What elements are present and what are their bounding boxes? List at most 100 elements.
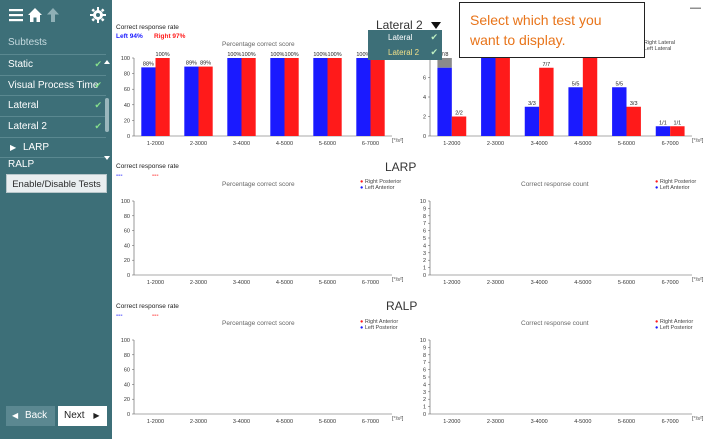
- y-tick-label: 8: [423, 353, 426, 359]
- left-rate: Left 94%: [116, 33, 143, 40]
- x-tick-label: 1-2000: [147, 141, 164, 147]
- bar: [141, 67, 156, 136]
- y-tick-label: 60: [124, 368, 130, 374]
- y-tick-label: 40: [124, 103, 130, 109]
- bar: [568, 87, 583, 136]
- y-tick-label: 0: [127, 134, 130, 140]
- scroll-arrows-icon: [104, 60, 110, 160]
- y-tick-label: 0: [423, 134, 426, 140]
- x-tick-label: 5-6000: [618, 419, 635, 425]
- data-label: 5/5: [572, 81, 580, 87]
- bar: [495, 58, 510, 136]
- arrow-up-icon[interactable]: [44, 6, 62, 24]
- bar: [313, 58, 328, 136]
- left-rate: ---: [116, 312, 123, 319]
- y-tick-label: 1: [423, 266, 426, 272]
- sidebar-item-ralp[interactable]: RALP: [0, 157, 106, 171]
- legend-left: ● Left Posterior: [655, 325, 693, 331]
- bar: [227, 58, 242, 136]
- section-title: LARP: [385, 160, 417, 174]
- data-label: 89%: [186, 61, 197, 67]
- sidebar-item-lateral-2[interactable]: Lateral 2 ✔: [0, 116, 106, 135]
- check-icon: ✔: [94, 80, 102, 90]
- x-tick-label: 2-3000: [487, 141, 504, 147]
- unit-label: [°/s²]: [692, 138, 704, 144]
- sidebar-item-label: Visual Process Time: [8, 80, 99, 91]
- data-label: 7/7: [543, 62, 551, 68]
- unit-label: [°/s²]: [392, 277, 404, 283]
- bar: [451, 116, 467, 136]
- bar: [270, 58, 285, 136]
- bar: [198, 66, 213, 136]
- x-tick-label: 5-6000: [618, 141, 635, 147]
- chart-title: Percentage correct score: [222, 181, 295, 188]
- enable-disable-tests-button[interactable]: Enable/Disable Tests: [6, 174, 107, 193]
- y-tick-label: 2: [423, 115, 426, 121]
- top-toolbar: [0, 0, 112, 30]
- section-title: RALP: [386, 299, 418, 313]
- back-label: Back: [24, 410, 48, 421]
- y-tick-label: 3: [423, 390, 426, 396]
- count-chart-larp: 01 23 456 78 910 1-2000 2-3000 3-4000 4-5000 5-60…: [420, 199, 692, 286]
- y-tick-label: 100: [121, 338, 130, 344]
- check-icon: ✔: [94, 100, 102, 110]
- x-tick-label: 6-7000: [662, 141, 679, 147]
- main-panel: Correct response rate Left 94% Right 97%…: [112, 0, 704, 439]
- x-tick-label: 6-7000: [662, 419, 679, 425]
- sidebar-item-lateral[interactable]: Lateral ✔: [0, 95, 106, 114]
- y-tick-label: 80: [124, 72, 130, 78]
- hamburger-menu-icon[interactable]: [7, 6, 25, 24]
- x-tick-label: 1-2000: [443, 419, 460, 425]
- data-label: 3/3: [528, 101, 536, 107]
- bar: [184, 66, 199, 136]
- x-tick-label: 4-5000: [574, 419, 591, 425]
- data-label: 1/1: [659, 120, 667, 126]
- test-select-dropdown[interactable]: Lateral ✔ Lateral 2 ✔: [368, 30, 442, 60]
- data-label: 3/3: [630, 101, 638, 107]
- unit-label: [°/s²]: [392, 138, 404, 144]
- x-tick-label: 5-6000: [319, 419, 336, 425]
- dropdown-item-lateral[interactable]: Lateral ✔: [368, 30, 442, 45]
- sidebar-item-label: LARP: [22, 142, 50, 153]
- scrollbar-thumb[interactable]: [105, 98, 109, 132]
- sidebar-scrollbar[interactable]: [104, 60, 110, 160]
- right-rate: ---: [152, 312, 159, 319]
- bar-remainder: [437, 58, 452, 68]
- tooltip-callout: Select which test you want to display.: [459, 2, 645, 58]
- minimize-icon[interactable]: —: [690, 2, 701, 14]
- x-tick-label: 5-6000: [618, 280, 635, 286]
- rate-label: Correct response rate: [116, 163, 179, 170]
- percentage-chart-larp: 0 20 40 60 80 100 1-2000 2-3000 3-4000 4-5000 5-60…: [121, 199, 392, 286]
- sidebar: Subtests Static ✔ Visual Process Time ✔ …: [0, 0, 112, 439]
- x-tick-label: 1-2000: [147, 280, 164, 286]
- y-tick-label: 2: [423, 258, 426, 264]
- x-tick-label: 6-7000: [362, 280, 379, 286]
- sidebar-item-visual-process-time[interactable]: Visual Process Time ✔: [0, 75, 106, 94]
- bar: [612, 87, 627, 136]
- sidebar-item-static[interactable]: Static ✔: [0, 54, 106, 73]
- data-label: 2/2: [455, 111, 463, 117]
- dropdown-item-lateral-2[interactable]: Lateral 2 ✔: [368, 45, 442, 60]
- data-label: 100%: [156, 52, 170, 58]
- right-rate: Right 97%: [154, 33, 186, 40]
- percentage-chart-lateral2: 0 20 40 60 80 100 1-2000 2-3000 3-4000 4-5000 5-60…: [121, 52, 392, 147]
- home-icon[interactable]: [26, 6, 44, 24]
- unit-label: [°/s²]: [392, 416, 404, 422]
- back-button[interactable]: ◀ Back: [6, 406, 55, 426]
- data-label: 5/5: [615, 81, 623, 87]
- gear-icon[interactable]: [89, 6, 107, 24]
- sidebar-item-label: Lateral: [8, 100, 39, 111]
- y-tick-label: 5: [423, 236, 426, 242]
- check-icon: ✔: [94, 59, 102, 69]
- sidebar-item-larp[interactable]: ▶ LARP: [0, 137, 106, 156]
- legend-right: ● Right Anterior: [655, 319, 694, 325]
- sidebar-item-label: Static: [8, 59, 34, 70]
- next-button[interactable]: Next ▶: [58, 406, 107, 426]
- x-tick-label: 3-4000: [531, 141, 548, 147]
- data-label: 100%: [313, 52, 327, 58]
- data-label: 7/8: [441, 52, 449, 58]
- dropdown-arrow-icon[interactable]: [431, 22, 441, 30]
- y-tick-label: 0: [423, 273, 426, 279]
- left-rate: ---: [116, 172, 123, 179]
- bar: [524, 106, 540, 136]
